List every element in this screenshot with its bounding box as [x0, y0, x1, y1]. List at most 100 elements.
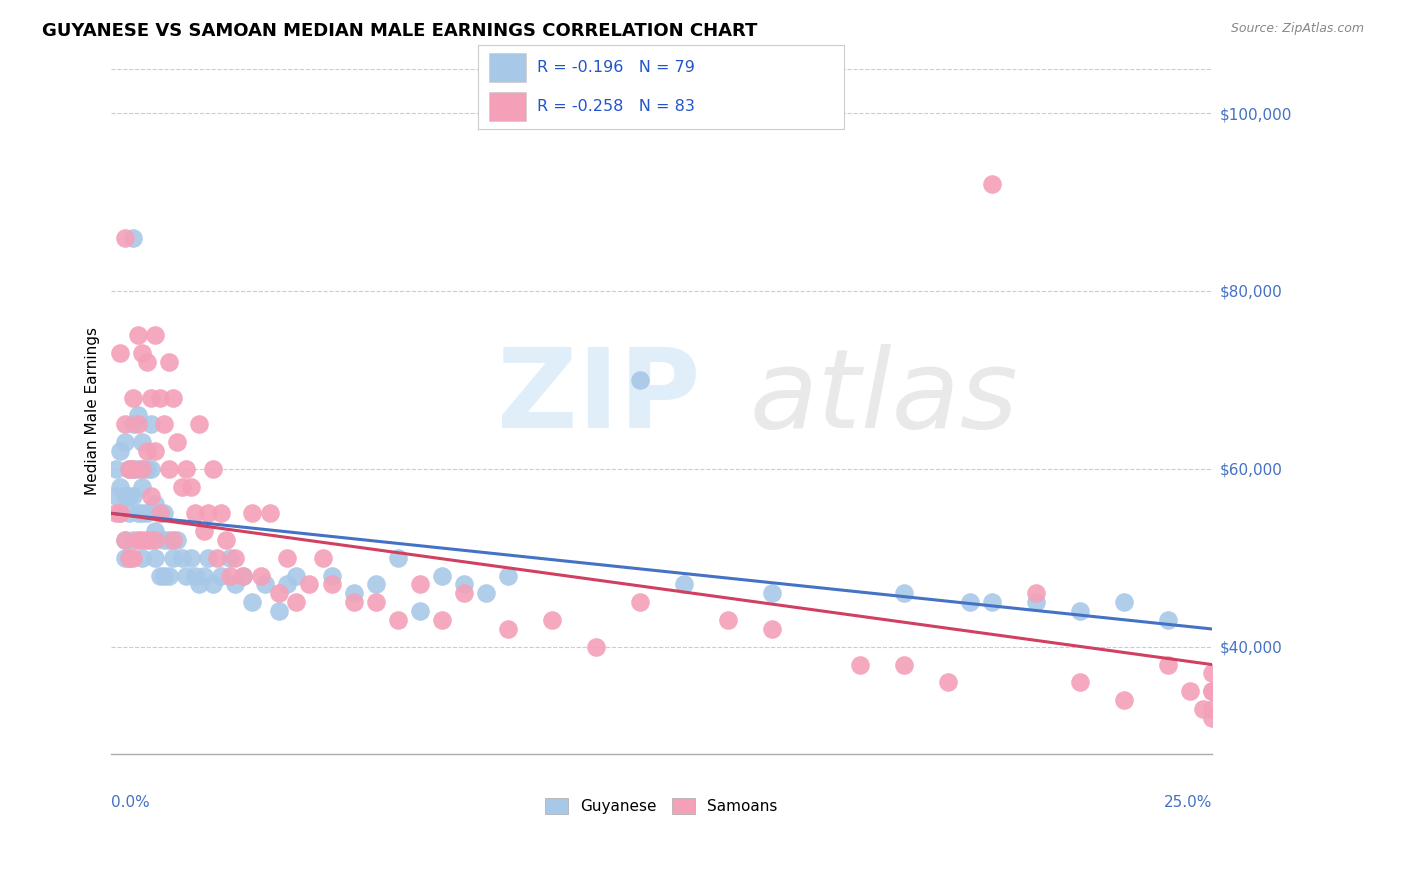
- Point: [127, 506, 149, 520]
- Point: [205, 550, 228, 565]
- Point: [1069, 675, 1091, 690]
- Point: [104, 506, 127, 520]
- Point: [127, 328, 149, 343]
- Point: [193, 524, 215, 538]
- Point: [1112, 693, 1135, 707]
- Point: [166, 533, 188, 547]
- Point: [430, 613, 453, 627]
- Point: [232, 568, 254, 582]
- Point: [219, 568, 242, 582]
- Point: [408, 604, 430, 618]
- Text: 0.0%: 0.0%: [111, 795, 150, 810]
- Point: [104, 489, 127, 503]
- Point: [1201, 666, 1223, 681]
- Point: [114, 550, 136, 565]
- Point: [1025, 586, 1047, 600]
- Point: [224, 577, 246, 591]
- Point: [127, 533, 149, 547]
- Point: [184, 568, 207, 582]
- Point: [285, 595, 308, 609]
- Point: [145, 550, 167, 565]
- Point: [201, 462, 224, 476]
- Point: [149, 391, 172, 405]
- Point: [139, 417, 162, 432]
- Point: [285, 568, 308, 582]
- Point: [219, 550, 242, 565]
- Point: [170, 550, 193, 565]
- Point: [104, 462, 127, 476]
- Point: [1201, 702, 1223, 716]
- Point: [259, 506, 281, 520]
- Point: [197, 506, 219, 520]
- Point: [430, 568, 453, 582]
- Point: [139, 533, 162, 547]
- Text: ZIP: ZIP: [496, 343, 700, 450]
- Point: [193, 568, 215, 582]
- Point: [893, 586, 915, 600]
- Point: [761, 622, 783, 636]
- Point: [118, 550, 141, 565]
- Point: [110, 346, 132, 360]
- Point: [127, 462, 149, 476]
- Point: [1157, 657, 1180, 672]
- Point: [174, 462, 197, 476]
- Point: [364, 577, 387, 591]
- Point: [980, 177, 1002, 191]
- Point: [215, 533, 238, 547]
- Point: [496, 568, 519, 582]
- Point: [162, 533, 184, 547]
- Point: [122, 533, 145, 547]
- Point: [166, 435, 188, 450]
- Point: [276, 550, 298, 565]
- Point: [114, 489, 136, 503]
- Point: [188, 577, 211, 591]
- Point: [157, 533, 180, 547]
- Point: [240, 595, 263, 609]
- Point: [131, 462, 153, 476]
- Point: [131, 462, 153, 476]
- Point: [188, 417, 211, 432]
- Point: [135, 506, 157, 520]
- Point: [157, 355, 180, 369]
- Point: [197, 550, 219, 565]
- Point: [114, 230, 136, 244]
- Point: [387, 550, 409, 565]
- Point: [474, 586, 496, 600]
- Point: [131, 435, 153, 450]
- Legend: Guyanese, Samoans: Guyanese, Samoans: [546, 798, 778, 814]
- Point: [211, 568, 233, 582]
- Point: [131, 346, 153, 360]
- Text: atlas: atlas: [749, 343, 1018, 450]
- Point: [717, 613, 740, 627]
- Point: [1025, 595, 1047, 609]
- Point: [139, 462, 162, 476]
- Point: [118, 506, 141, 520]
- Point: [110, 480, 132, 494]
- Point: [131, 506, 153, 520]
- Point: [157, 462, 180, 476]
- Point: [585, 640, 607, 654]
- Point: [149, 506, 172, 520]
- Point: [127, 409, 149, 423]
- Point: [114, 417, 136, 432]
- Point: [114, 533, 136, 547]
- Point: [139, 489, 162, 503]
- Point: [110, 506, 132, 520]
- Point: [127, 417, 149, 432]
- Point: [959, 595, 981, 609]
- Point: [848, 657, 870, 672]
- Point: [180, 550, 202, 565]
- Point: [342, 586, 364, 600]
- Text: R = -0.258   N = 83: R = -0.258 N = 83: [537, 99, 695, 114]
- Point: [122, 462, 145, 476]
- Point: [240, 506, 263, 520]
- Point: [184, 506, 207, 520]
- Point: [131, 533, 153, 547]
- Point: [122, 230, 145, 244]
- Point: [453, 586, 475, 600]
- Point: [980, 595, 1002, 609]
- Point: [267, 604, 290, 618]
- Point: [149, 568, 172, 582]
- Point: [364, 595, 387, 609]
- Point: [131, 480, 153, 494]
